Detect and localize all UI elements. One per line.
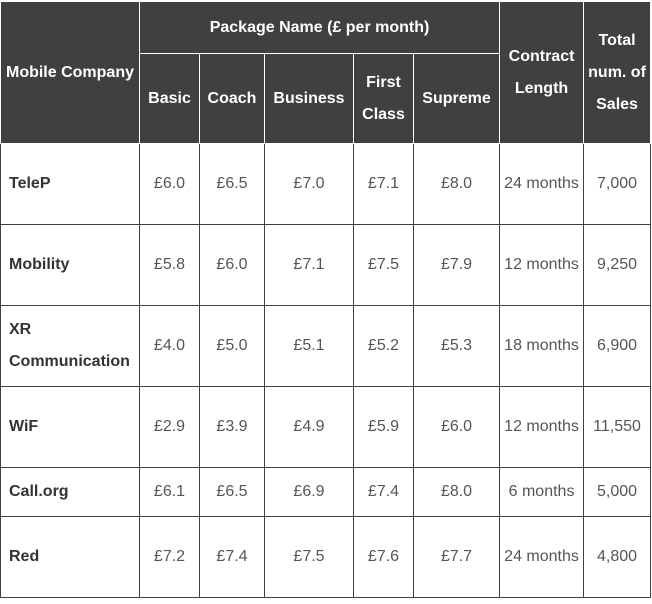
header-package-first-class: First Class [353,53,414,144]
company-name: Mobility [0,224,140,306]
company-name: TeleP [0,143,140,225]
price-business: £7.5 [264,516,354,598]
total-sales: 7,000 [583,143,652,225]
price-business: £7.1 [264,224,354,306]
table-header: Mobile Company Package Name (£ per month… [0,1,652,144]
table-row: XR Communication £4.0 £5.0 £5.1 £5.2 £5.… [0,305,652,387]
table-row: Call.org £6.1 £6.5 £6.9 £7.4 £8.0 6 mont… [0,467,652,517]
price-first-class: £7.4 [353,467,414,517]
header-package-basic: Basic [139,53,200,144]
table-row: TeleP £6.0 £6.5 £7.0 £7.1 £8.0 24 months… [0,143,652,225]
company-name: XR Communication [0,305,140,387]
price-supreme: £8.0 [412,143,501,225]
company-name: Call.org [0,467,140,517]
company-name: Red [0,516,140,598]
contract-length: 24 months [499,143,585,225]
price-basic: £6.1 [139,467,200,517]
total-sales: 11,550 [583,386,652,468]
table-row: WiF £2.9 £3.9 £4.9 £5.9 £6.0 12 months 1… [0,386,652,468]
price-basic: £5.8 [139,224,200,306]
table-row: Red £7.2 £7.4 £7.5 £7.6 £7.7 24 months 4… [0,516,652,598]
contract-length: 18 months [499,305,585,387]
price-supreme: £7.7 [412,516,501,598]
price-first-class: £7.6 [353,516,414,598]
price-first-class: £7.5 [353,224,414,306]
header-package-name: Package Name (£ per month) [138,1,501,54]
price-supreme: £8.0 [412,467,501,517]
price-business: £5.1 [264,305,354,387]
total-sales: 5,000 [583,467,652,517]
contract-length: 12 months [499,224,585,306]
header-package-business: Business [264,53,354,144]
price-coach: £6.0 [199,224,265,306]
price-first-class: £7.1 [353,143,414,225]
price-coach: £7.4 [199,516,265,598]
price-coach: £6.5 [199,467,265,517]
price-business: £6.9 [264,467,354,517]
price-basic: £6.0 [139,143,200,225]
price-basic: £2.9 [139,386,200,468]
table-row: Mobility £5.8 £6.0 £7.1 £7.5 £7.9 12 mon… [0,224,652,306]
header-contract-length: Contract Length [499,1,585,144]
table-body: TeleP £6.0 £6.5 £7.0 £7.1 £8.0 24 months… [0,143,652,598]
total-sales: 9,250 [583,224,652,306]
header-mobile-company: Mobile Company [0,1,140,144]
price-supreme: £7.9 [412,224,501,306]
contract-length: 6 months [499,467,585,517]
contract-length: 24 months [499,516,585,598]
price-coach: £6.5 [199,143,265,225]
header-package-supreme: Supreme [412,53,501,144]
price-supreme: £5.3 [412,305,501,387]
contract-length: 12 months [499,386,585,468]
price-first-class: £5.2 [353,305,414,387]
price-coach: £3.9 [199,386,265,468]
price-coach: £5.0 [199,305,265,387]
price-business: £4.9 [264,386,354,468]
total-sales: 6,900 [583,305,652,387]
price-basic: £7.2 [139,516,200,598]
header-package-coach: Coach [199,53,265,144]
header-total-sales: Total num. of Sales [583,1,652,144]
price-first-class: £5.9 [353,386,414,468]
price-supreme: £6.0 [412,386,501,468]
price-business: £7.0 [264,143,354,225]
price-basic: £4.0 [139,305,200,387]
company-name: WiF [0,386,140,468]
total-sales: 4,800 [583,516,652,598]
